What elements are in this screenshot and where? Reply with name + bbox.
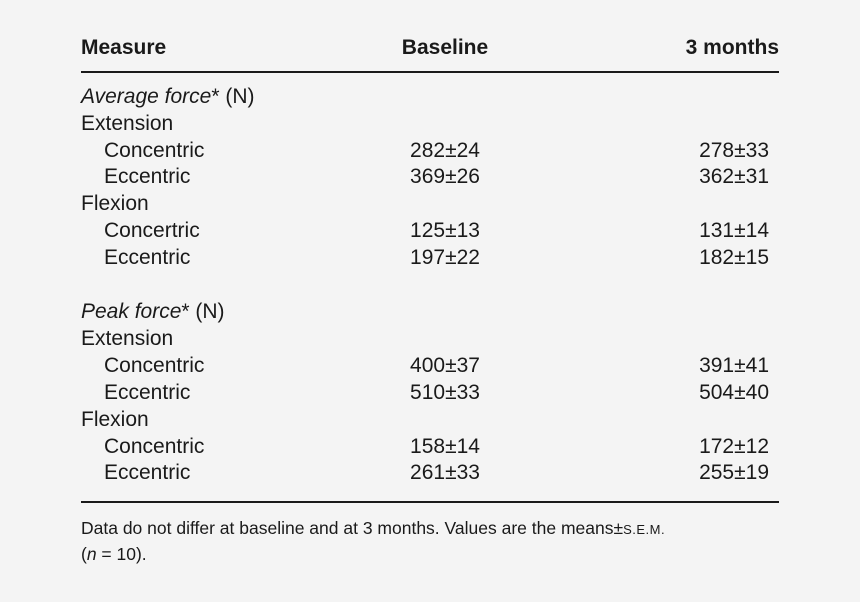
table-row: Concentric 400±37 391±41 — [0, 354, 860, 381]
baseline-value: 400±37 — [410, 354, 480, 377]
group-row: Extension — [0, 327, 860, 354]
footnote-line-2: (n = 10). — [81, 544, 147, 564]
baseline-value: 197±22 — [410, 246, 480, 269]
baseline-value: 158±14 — [410, 435, 480, 458]
row-label: Eccentric — [104, 165, 191, 188]
months-value: 391±41 — [699, 354, 769, 377]
header-baseline: Baseline — [401, 36, 489, 59]
table-row: Eccentric 261±33 255±19 — [0, 461, 860, 488]
header-3-months: 3 months — [685, 36, 779, 59]
table-row: Eccentric 197±22 182±15 — [0, 246, 860, 273]
table-row: Concentric 158±14 172±12 — [0, 435, 860, 462]
group-label: Extension — [81, 112, 174, 135]
months-value: 172±12 — [699, 435, 769, 458]
table-footnote: Data do not differ at baseline and at 3 … — [81, 516, 781, 567]
section-title-row: Average force* (N) — [0, 85, 860, 112]
table-bottom-rule — [81, 501, 779, 503]
months-value: 362±31 — [699, 165, 769, 188]
baseline-value: 261±33 — [410, 461, 480, 484]
row-label: Eccentric — [104, 461, 191, 484]
section-title: Average force* (N) — [81, 85, 255, 108]
header-measure: Measure — [81, 36, 167, 59]
row-label: Concertric — [104, 219, 200, 242]
baseline-value: 282±24 — [410, 139, 480, 162]
months-value: 255±19 — [699, 461, 769, 484]
group-label: Flexion — [81, 408, 149, 431]
footnote-line-1: Data do not differ at baseline and at 3 … — [81, 518, 666, 538]
table-row: Eccentric 510±33 504±40 — [0, 381, 860, 408]
months-value: 504±40 — [699, 381, 769, 404]
baseline-value: 369±26 — [410, 165, 480, 188]
baseline-value: 510±33 — [410, 381, 480, 404]
row-label: Concentric — [104, 139, 205, 162]
table-top-rule — [81, 71, 779, 73]
row-label: Eccentric — [104, 381, 191, 404]
table-row: Concentric 282±24 278±33 — [0, 139, 860, 166]
table-row: Eccentric 369±26 362±31 — [0, 165, 860, 192]
group-label: Extension — [81, 327, 174, 350]
row-label: Concentric — [104, 435, 205, 458]
section-title-row: Peak force* (N) — [0, 300, 860, 327]
group-row: Extension — [0, 112, 860, 139]
baseline-value: 125±13 — [410, 219, 480, 242]
group-row: Flexion — [0, 192, 860, 219]
months-value: 182±15 — [699, 246, 769, 269]
table-row: Concertric 125±13 131±14 — [0, 219, 860, 246]
months-value: 131±14 — [699, 219, 769, 242]
group-row: Flexion — [0, 408, 860, 435]
group-label: Flexion — [81, 192, 149, 215]
months-value: 278±33 — [699, 139, 769, 162]
row-label: Concentric — [104, 354, 205, 377]
section-title: Peak force* (N) — [81, 300, 225, 323]
row-label: Eccentric — [104, 246, 191, 269]
